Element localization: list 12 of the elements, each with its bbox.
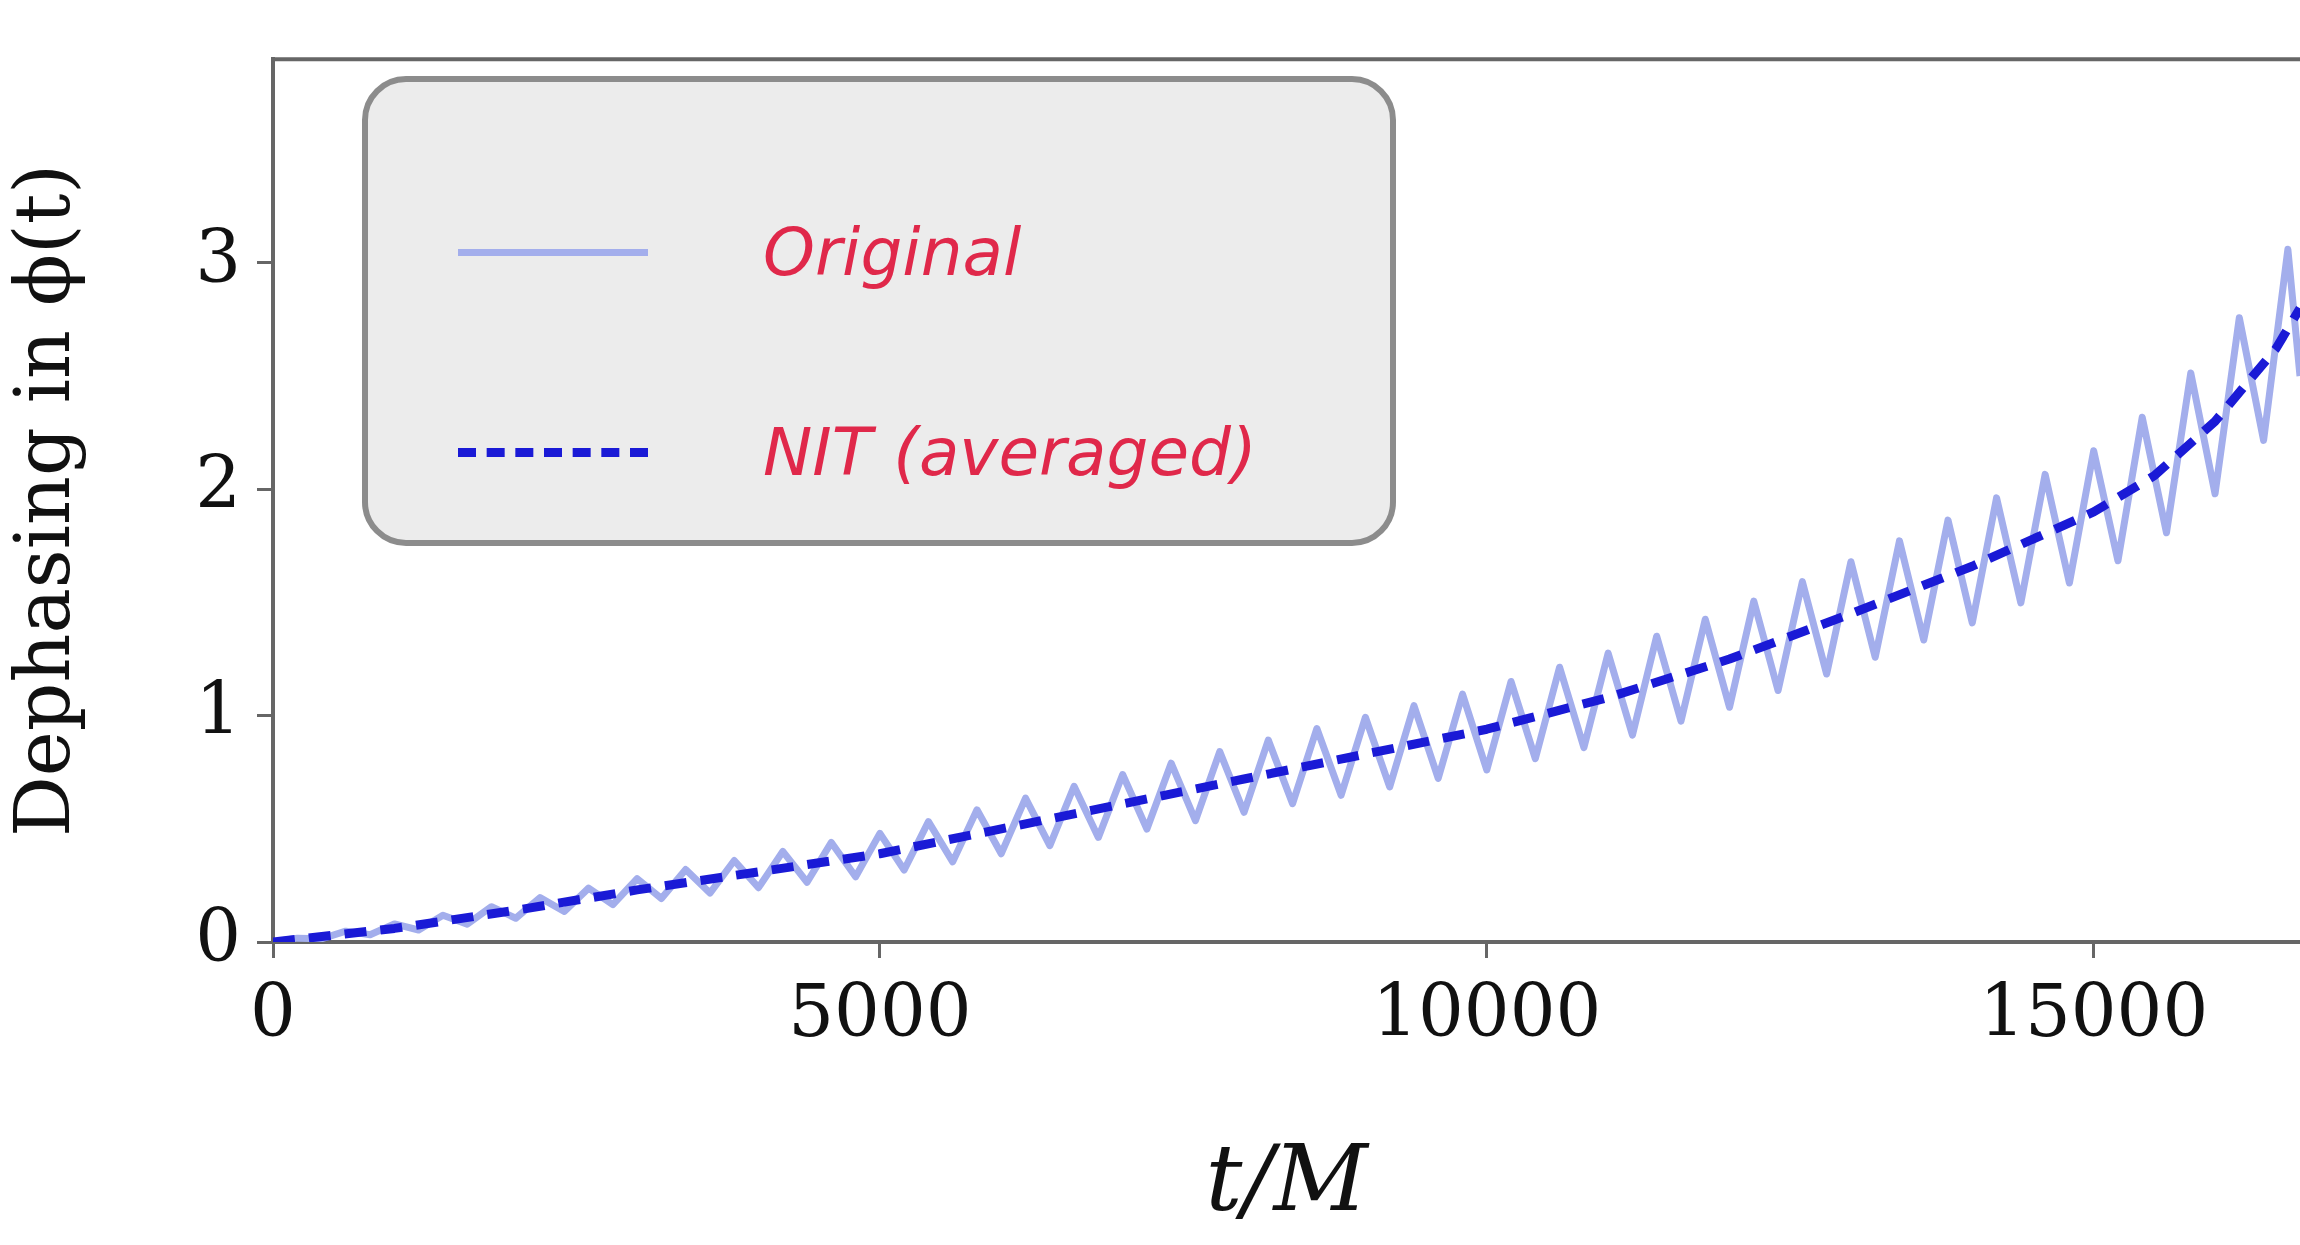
y-axis-title: Dephasing in ϕ(t)	[0, 164, 88, 838]
y-tick-label: 1	[195, 667, 241, 752]
x-tick-label: 15000	[1979, 968, 2209, 1053]
x-axis-title: t/M	[1205, 1124, 1371, 1232]
y-tick-label: 0	[195, 893, 241, 978]
y-tick-label: 2	[195, 440, 241, 525]
x-tick-label: 5000	[788, 968, 972, 1053]
x-tick-label: 0	[250, 968, 296, 1053]
y-tick-label: 3	[195, 214, 241, 299]
legend-label: NIT (averaged)	[763, 413, 1257, 491]
x-tick-label: 10000	[1372, 968, 1602, 1053]
legend-label: Original	[763, 213, 1022, 291]
